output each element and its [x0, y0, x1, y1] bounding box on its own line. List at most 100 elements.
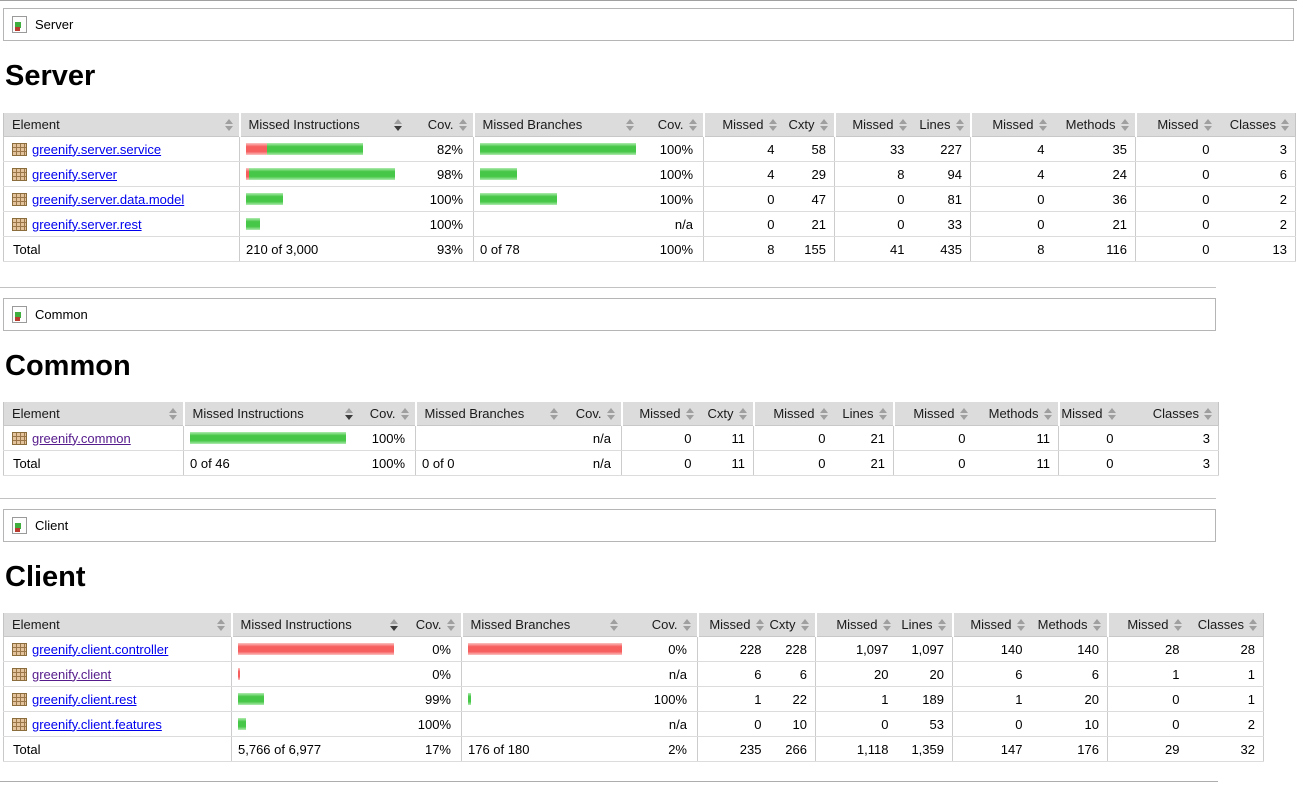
- sort-down-arrow: [446, 625, 455, 631]
- cell-missed: 0: [952, 711, 1031, 737]
- column-header-missed[interactable]: Missed: [1106, 613, 1188, 637]
- column-header-label: Missed Instructions: [240, 617, 352, 632]
- package-link[interactable]: greenify.server: [32, 166, 118, 182]
- sort-down-arrow: [1016, 625, 1025, 631]
- sort-down-arrow: [168, 414, 177, 420]
- cell-missed: 1: [697, 686, 770, 712]
- sort-icon: [959, 407, 968, 420]
- header-row: Element Missed Instructions Cov. Missed Bra…: [3, 402, 1219, 426]
- missed-instructions-bar: [239, 161, 408, 187]
- sort-up-arrow: [1281, 118, 1289, 124]
- table-row: greenify.common 100% n/a 0 11 0 21 0 11 0 3: [3, 425, 1219, 451]
- column-header-missed[interactable]: Missed: [620, 402, 700, 426]
- column-header-missed-branches[interactable]: Missed Branches: [414, 402, 564, 426]
- column-header-classes[interactable]: Classes: [1217, 113, 1296, 137]
- missed-branches-bar: [415, 425, 564, 451]
- column-header-cov[interactable]: Cov.: [403, 613, 462, 637]
- element-cell: greenify.server: [3, 161, 240, 187]
- column-header-missed-instructions[interactable]: Missed Instructions: [238, 113, 408, 137]
- column-header-cov[interactable]: Cov.: [639, 113, 704, 137]
- column-header-missed[interactable]: Missed: [969, 113, 1053, 137]
- column-header-missed[interactable]: Missed: [814, 613, 897, 637]
- column-header-element[interactable]: Element: [3, 402, 184, 426]
- column-header-missed[interactable]: Missed: [833, 113, 913, 137]
- cell-missed: 1: [952, 686, 1031, 712]
- column-header-methods[interactable]: Methods: [1052, 113, 1136, 137]
- column-header-missed-instructions[interactable]: Missed Instructions: [230, 613, 404, 637]
- element-cell: greenify.server.service: [3, 136, 240, 162]
- column-header-missed[interactable]: Missed: [1057, 402, 1122, 426]
- bar-green-segment: [249, 168, 395, 180]
- cell-lines: 1,097: [896, 636, 953, 662]
- column-header-cxty[interactable]: Cxty: [782, 113, 835, 137]
- total-label: Total: [3, 236, 240, 262]
- column-header-methods[interactable]: Methods: [1030, 613, 1108, 637]
- sort-down-arrow: [216, 625, 225, 631]
- column-header-label: Missed Instructions: [248, 117, 360, 132]
- sort-icon: [216, 618, 225, 631]
- element-cell: greenify.common: [3, 425, 184, 451]
- cell-missed: 0: [834, 186, 913, 212]
- column-header-cov[interactable]: Cov.: [358, 402, 416, 426]
- total-instruction-coverage: 93%: [407, 236, 474, 262]
- column-header-element[interactable]: Element: [3, 613, 232, 637]
- cell-missed: 0: [1135, 211, 1218, 237]
- column-header-label: Classes: [1197, 617, 1244, 632]
- sort-up-arrow: [549, 407, 558, 413]
- column-header-label: Missed: [709, 617, 751, 632]
- package-link[interactable]: greenify.client.features: [32, 716, 162, 732]
- sort-down-arrow: [800, 625, 809, 631]
- column-header-missed[interactable]: Missed: [702, 113, 783, 137]
- column-header-classes[interactable]: Classes: [1121, 402, 1219, 426]
- package-link[interactable]: greenify.server.service: [32, 141, 162, 157]
- column-header-lines[interactable]: Lines: [833, 402, 894, 426]
- package-link[interactable]: greenify.client: [32, 666, 112, 682]
- column-header-missed-instructions[interactable]: Missed Instructions: [182, 402, 359, 426]
- package-icon: [12, 692, 27, 706]
- column-header-cov[interactable]: Cov.: [623, 613, 698, 637]
- column-header-cov[interactable]: Cov.: [563, 402, 622, 426]
- sort-up-arrow: [446, 618, 455, 624]
- total-missed-branches: 0 of 78: [473, 236, 640, 262]
- column-header-missed[interactable]: Missed: [892, 402, 974, 426]
- column-header-missed-branches[interactable]: Missed Branches: [460, 613, 624, 637]
- branch-coverage-value: n/a: [623, 711, 698, 737]
- sort-down-arrow: [682, 625, 691, 631]
- sort-down-arrow: [1120, 125, 1129, 131]
- column-header-label: Element: [12, 406, 60, 421]
- sort-up-arrow: [955, 118, 964, 124]
- cell-classes: 2: [1217, 211, 1296, 237]
- sort-up-arrow: [400, 407, 409, 413]
- sort-up-arrow: [819, 407, 828, 413]
- sort-down-arrow: [755, 625, 764, 631]
- column-header-label: Missed: [639, 406, 681, 421]
- package-link[interactable]: greenify.client.controller: [32, 641, 169, 657]
- sort-down-arrow: [458, 125, 467, 131]
- package-link[interactable]: greenify.server.rest: [32, 216, 142, 232]
- column-header-missed[interactable]: Missed: [696, 613, 770, 637]
- package-link[interactable]: greenify.client.rest: [32, 691, 137, 707]
- total-cell-lines: 21: [833, 450, 894, 476]
- cell-methods: 11: [973, 425, 1059, 451]
- cell-lines: 227: [912, 136, 971, 162]
- column-header-cxty[interactable]: Cxty: [769, 613, 816, 637]
- package-link[interactable]: greenify.server.data.model: [32, 191, 185, 207]
- total-cell-cxty: 11: [699, 450, 754, 476]
- column-header-cov[interactable]: Cov.: [407, 113, 474, 137]
- column-header-label: Element: [12, 617, 60, 632]
- column-header-missed[interactable]: Missed: [752, 402, 834, 426]
- missed-branches-bar: [473, 186, 640, 212]
- column-header-methods[interactable]: Methods: [973, 402, 1059, 426]
- column-header-cxty[interactable]: Cxty: [699, 402, 754, 426]
- column-header-missed[interactable]: Missed: [951, 613, 1031, 637]
- column-header-classes[interactable]: Classes: [1187, 613, 1264, 637]
- column-header-label: Missed: [913, 406, 955, 421]
- table-row: greenify.server 98% 100% 4 29 8 94 4 24 0 6: [3, 161, 1296, 187]
- column-header-lines[interactable]: Lines: [896, 613, 953, 637]
- package-icon: [12, 142, 27, 156]
- column-header-lines[interactable]: Lines: [912, 113, 971, 137]
- package-link[interactable]: greenify.common: [32, 430, 131, 446]
- column-header-missed-branches[interactable]: Missed Branches: [472, 113, 640, 137]
- column-header-missed[interactable]: Missed: [1134, 113, 1218, 137]
- column-header-element[interactable]: Element: [3, 113, 240, 137]
